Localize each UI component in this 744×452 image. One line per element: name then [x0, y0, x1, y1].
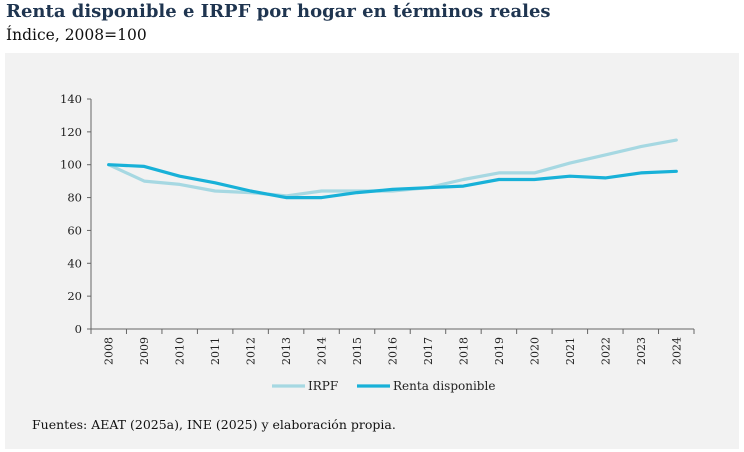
y-tick-label: 20 — [67, 289, 82, 303]
chart-title: Renta disponible e IRPF por hogar en tér… — [6, 1, 551, 22]
y-tick-label: 100 — [60, 158, 82, 172]
legend-label-irpf: IRPF — [308, 379, 338, 393]
chart-subtitle: Índice, 2008=100 — [6, 26, 147, 44]
y-tick-label: 80 — [67, 191, 82, 205]
source-note: Fuentes: AEAT (2025a), INE (2025) y elab… — [32, 417, 396, 432]
y-tick-label: 0 — [75, 322, 82, 336]
x-tick-label: 2011 — [209, 337, 222, 365]
x-tick-label: 2021 — [564, 337, 577, 365]
y-tick-label: 40 — [67, 256, 82, 270]
x-tick-label: 2018 — [457, 337, 470, 365]
x-tick-label: 2022 — [599, 337, 612, 365]
x-tick-label: 2012 — [245, 337, 258, 365]
x-tick-label: 2019 — [493, 337, 506, 365]
x-tick-label: 2016 — [387, 337, 400, 365]
y-tick-label: 140 — [60, 92, 82, 106]
x-tick-label: 2014 — [316, 337, 329, 365]
x-tick-label: 2010 — [174, 337, 187, 365]
x-tick-label: 2008 — [103, 337, 116, 365]
x-tick-label: 2009 — [138, 337, 151, 365]
x-tick-label: 2017 — [422, 337, 435, 365]
series-line-irpf — [107, 138, 678, 198]
x-tick-label: 2024 — [670, 337, 683, 365]
chart-panel — [5, 53, 739, 449]
y-tick-label: 60 — [67, 223, 82, 237]
y-tick-label: 120 — [60, 125, 82, 139]
series-line-renta-disponible — [107, 163, 678, 200]
x-tick-label: 2015 — [351, 337, 364, 365]
x-tick-label: 2020 — [528, 337, 541, 365]
x-tick-label: 2023 — [635, 337, 648, 365]
legend-label-renta-disponible: Renta disponible — [393, 379, 495, 393]
x-tick-label: 2013 — [280, 337, 293, 365]
